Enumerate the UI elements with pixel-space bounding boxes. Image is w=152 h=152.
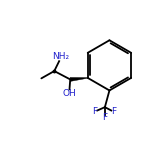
Text: NH₂: NH₂ (53, 52, 70, 61)
Text: F: F (92, 107, 98, 116)
Text: OH: OH (63, 89, 76, 98)
Text: F: F (111, 107, 116, 116)
Polygon shape (70, 78, 88, 81)
Text: F: F (102, 112, 107, 122)
